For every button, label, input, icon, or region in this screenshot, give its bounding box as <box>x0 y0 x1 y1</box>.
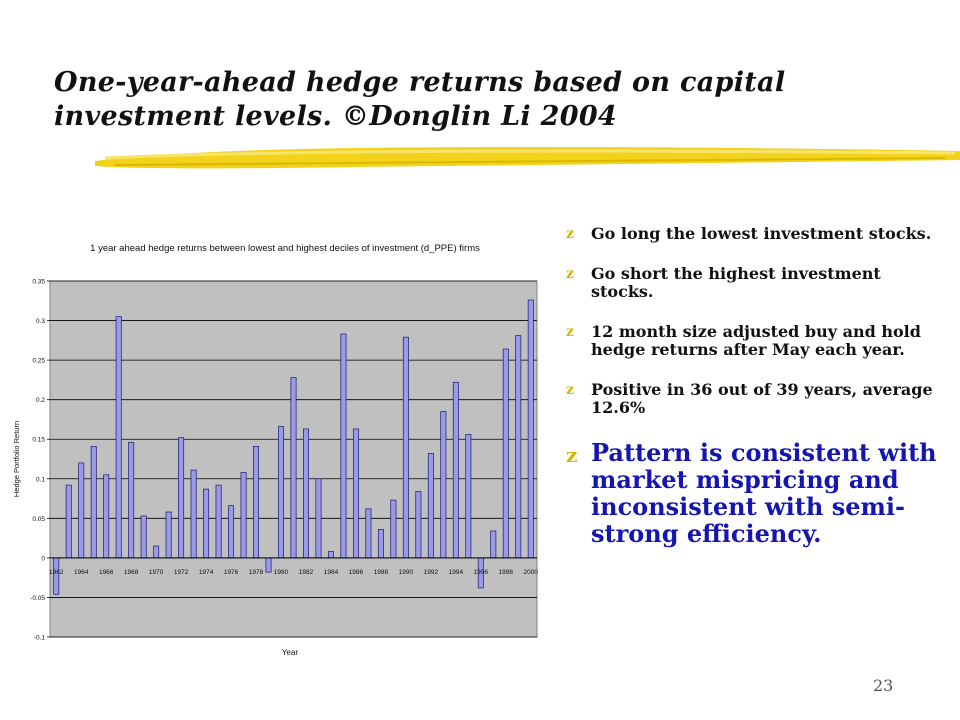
x-tick-label: 1980 <box>274 569 289 576</box>
y-axis-label: Hedge Portfolio Return <box>12 421 21 497</box>
bar-1986 <box>352 428 359 559</box>
bar-1997 <box>490 530 497 559</box>
bullet-long-lowest: z Go long the lowest investment stocks. <box>566 225 946 243</box>
chart-title: 1 year ahead hedge returns between lowes… <box>90 243 480 254</box>
bar-1994 <box>452 381 459 559</box>
bar-1964 <box>78 462 85 559</box>
bar-2000 <box>527 299 534 559</box>
x-tick-label: 1992 <box>424 569 439 576</box>
bar-1991 <box>415 491 422 559</box>
bar-1980 <box>278 426 284 559</box>
bar-1978 <box>253 445 260 559</box>
y-tick-label: 0 <box>41 555 45 562</box>
x-tick-label: 1986 <box>349 569 364 576</box>
bar-1999 <box>515 335 522 559</box>
y-tick-label: 0.3 <box>36 318 45 325</box>
bullet-text: Positive in 36 out of 39 years, average … <box>591 380 933 417</box>
x-tick-label: 1972 <box>174 569 189 576</box>
bar-1993 <box>440 411 447 559</box>
title-underline-stroke <box>95 147 960 169</box>
y-tick-label: 0.2 <box>36 397 45 404</box>
bar-1969 <box>140 515 147 559</box>
y-tick-label: -0.1 <box>34 635 46 642</box>
bullet-marker-icon: z <box>566 266 574 282</box>
bullet-short-highest: z Go short the highest investment stocks… <box>566 265 946 301</box>
slide-title: One-year-ahead hedge returns based on ca… <box>54 67 786 132</box>
bullet-holding-period: z 12 month size adjusted buy and hold he… <box>566 323 946 359</box>
x-tick-label: 1996 <box>474 569 489 576</box>
x-tick-label: 1976 <box>224 569 239 576</box>
bar-1970 <box>153 545 160 559</box>
x-tick-label: 1978 <box>249 569 264 576</box>
y-tick-label: 0.35 <box>32 279 45 286</box>
page-number: 23 <box>873 676 894 695</box>
x-tick-label: 1994 <box>449 569 464 576</box>
bullet-marker-icon: z <box>566 324 574 340</box>
bar-1965 <box>90 445 97 559</box>
x-tick-label: 1964 <box>74 569 89 576</box>
bullet-list: z Go long the lowest investment stocks. … <box>566 225 946 569</box>
bullet-text: Go short the highest investment stocks. <box>591 264 881 301</box>
y-tick-label: 0.25 <box>32 358 45 365</box>
x-tick-label: 1968 <box>124 569 139 576</box>
bar-1975 <box>215 484 222 559</box>
bar-1990 <box>402 336 409 559</box>
bar-1987 <box>365 508 372 559</box>
x-tick-label: 1974 <box>199 569 214 576</box>
x-tick-label: 1966 <box>99 569 114 576</box>
bullet-text: 12 month size adjusted buy and hold hedg… <box>591 322 921 359</box>
x-tick-label: 2000 <box>524 569 539 576</box>
y-tick-label: 0.05 <box>32 516 45 523</box>
bar-1974 <box>203 488 210 559</box>
bullet-marker-icon: z <box>566 443 578 467</box>
bar-1968 <box>128 442 135 559</box>
y-tick-labels: -0.1 -0.05 0 0.05 0.1 0.15 0.2 0.25 0.3 0.35 <box>30 279 45 642</box>
bar-1962 <box>53 557 60 595</box>
x-tick-label: 1990 <box>399 569 414 576</box>
bars <box>50 299 537 595</box>
hedge-returns-chart: 1 year ahead hedge returns between lowes… <box>12 243 538 657</box>
bar-1998 <box>502 348 509 559</box>
bullet-positive-years: z Positive in 36 out of 39 years, averag… <box>566 381 946 417</box>
bar-1981 <box>290 377 297 559</box>
x-tick-label: 1988 <box>374 569 389 576</box>
bullet-text: Pattern is consistent with market mispri… <box>591 438 937 548</box>
x-tick-label: 1962 <box>49 569 64 576</box>
bar-1977 <box>240 472 247 559</box>
bar-1983 <box>315 478 322 559</box>
bar-1967 <box>115 316 122 559</box>
bar-1985 <box>340 333 347 559</box>
bar-1971 <box>165 511 172 559</box>
bar-1979 <box>265 557 272 573</box>
bar-1989 <box>390 499 397 559</box>
x-axis-label: Year <box>282 648 299 657</box>
bar-1972 <box>178 437 185 559</box>
x-tick-label: 1998 <box>499 569 514 576</box>
bar-1995 <box>465 434 472 559</box>
bullet-conclusion: z Pattern is consistent with market misp… <box>566 439 946 547</box>
bar-1982 <box>303 428 309 559</box>
bullet-text: Go long the lowest investment stocks. <box>591 224 932 243</box>
bar-1973 <box>190 469 197 559</box>
x-tick-label: 1982 <box>299 569 314 576</box>
y-tick-label: -0.05 <box>30 595 45 602</box>
bar-1992 <box>427 453 434 559</box>
bar-1976 <box>228 505 235 559</box>
y-tick-label: 0.1 <box>36 476 45 483</box>
bar-1963 <box>65 484 72 559</box>
bullet-marker-icon: z <box>566 226 574 242</box>
x-tick-label: 1970 <box>149 569 164 576</box>
bar-1966 <box>103 474 110 559</box>
x-tick-labels: 1962 1964 1966 1968 1970 1972 1974 1976 1978 1980… <box>49 569 538 576</box>
bar-1984 <box>327 551 334 559</box>
bullet-marker-icon: z <box>566 382 574 398</box>
x-tick-label: 1984 <box>324 569 339 576</box>
y-tick-label: 0.15 <box>32 437 45 444</box>
bar-1988 <box>377 529 384 559</box>
